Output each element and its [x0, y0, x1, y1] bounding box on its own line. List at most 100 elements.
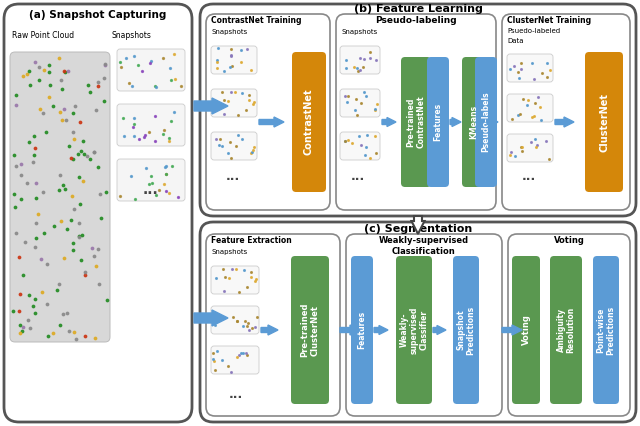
Point [48, 103, 58, 109]
Point [29, 244, 40, 250]
Point [353, 68, 363, 75]
FancyBboxPatch shape [211, 89, 257, 117]
Point [244, 91, 255, 98]
Point [232, 353, 242, 360]
Polygon shape [487, 118, 498, 127]
Point [22, 71, 33, 78]
Point [18, 72, 28, 79]
Point [90, 334, 100, 341]
Point [233, 111, 243, 118]
Point [159, 127, 169, 134]
Point [355, 67, 365, 74]
Point [69, 136, 79, 143]
Point [56, 77, 66, 84]
FancyBboxPatch shape [200, 222, 636, 422]
Point [252, 314, 262, 321]
Point [28, 302, 38, 309]
FancyBboxPatch shape [351, 256, 373, 404]
Point [154, 187, 164, 193]
Point [358, 89, 369, 95]
Text: Pseudo-labeling: Pseudo-labeling [375, 16, 457, 25]
Point [214, 142, 224, 149]
Point [74, 173, 84, 180]
FancyBboxPatch shape [117, 104, 185, 146]
FancyBboxPatch shape [346, 234, 502, 416]
Point [76, 119, 86, 126]
Point [220, 273, 230, 280]
Point [230, 143, 241, 150]
FancyBboxPatch shape [117, 159, 185, 201]
Point [215, 135, 225, 142]
FancyBboxPatch shape [4, 4, 192, 422]
Point [63, 143, 74, 150]
Point [362, 92, 372, 99]
Point [150, 82, 160, 89]
Polygon shape [412, 216, 424, 234]
Text: Snapshots: Snapshots [112, 31, 152, 40]
FancyBboxPatch shape [206, 14, 330, 210]
FancyBboxPatch shape [585, 52, 623, 192]
Point [513, 112, 524, 119]
Point [56, 86, 67, 92]
Point [74, 150, 84, 157]
Point [244, 327, 254, 334]
Point [129, 121, 139, 127]
Point [83, 82, 93, 89]
Point [33, 211, 43, 218]
Point [536, 116, 547, 123]
Point [25, 325, 35, 332]
Point [80, 269, 90, 276]
FancyBboxPatch shape [117, 49, 185, 91]
Point [522, 97, 532, 104]
FancyBboxPatch shape [475, 57, 497, 187]
Point [167, 162, 177, 169]
Point [225, 51, 236, 58]
Point [223, 362, 233, 369]
Point [42, 332, 52, 339]
Point [91, 263, 101, 270]
Point [31, 179, 41, 186]
Point [211, 314, 221, 320]
FancyBboxPatch shape [211, 266, 259, 294]
Text: ContrastNet Training: ContrastNet Training [211, 16, 301, 25]
FancyBboxPatch shape [211, 306, 259, 334]
Point [236, 135, 246, 142]
Point [100, 61, 110, 68]
FancyBboxPatch shape [502, 14, 630, 210]
Point [161, 171, 171, 178]
Point [166, 76, 176, 83]
Point [236, 350, 246, 357]
Point [225, 52, 236, 59]
Point [529, 112, 539, 119]
Text: Pseudo-labels: Pseudo-labels [481, 92, 490, 153]
Point [22, 317, 33, 323]
FancyBboxPatch shape [427, 57, 449, 187]
Point [16, 161, 26, 167]
Point [341, 64, 351, 71]
Point [241, 45, 252, 52]
Text: (a) Snapshot Capturing: (a) Snapshot Capturing [29, 10, 166, 20]
Point [29, 152, 39, 159]
Point [128, 124, 138, 130]
Point [28, 133, 38, 140]
Point [30, 58, 40, 65]
Point [541, 59, 552, 66]
Point [232, 318, 242, 325]
Point [246, 150, 257, 156]
Text: ...: ... [229, 388, 243, 401]
Point [246, 66, 256, 73]
Point [99, 98, 109, 104]
Point [225, 154, 236, 161]
Point [52, 287, 63, 294]
Point [79, 151, 89, 158]
Point [213, 45, 223, 52]
Point [237, 349, 248, 356]
Point [223, 150, 233, 157]
Point [247, 148, 257, 155]
Point [525, 138, 536, 145]
Point [372, 101, 382, 107]
Point [159, 181, 169, 188]
Point [68, 247, 78, 253]
Text: Raw Point Cloud: Raw Point Cloud [12, 31, 74, 40]
Text: Weakly-
supervised
Classifier: Weakly- supervised Classifier [400, 306, 428, 354]
